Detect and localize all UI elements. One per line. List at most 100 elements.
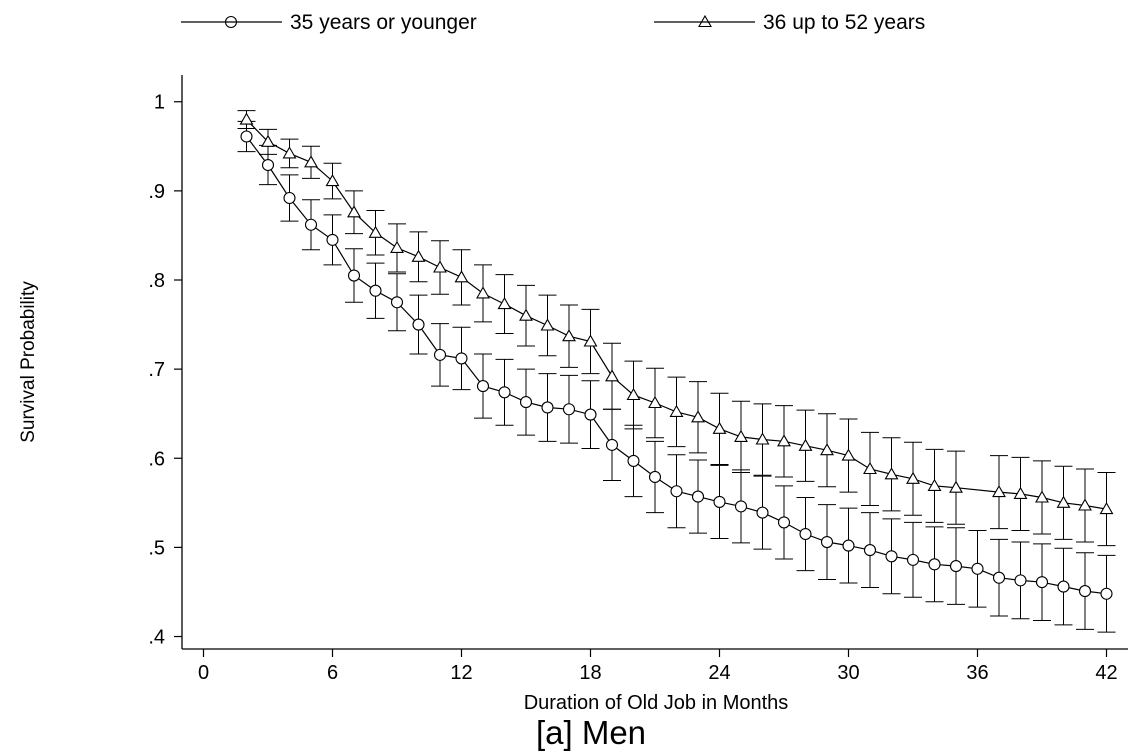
y-tick-label: 1 — [154, 92, 165, 114]
data-point — [369, 284, 382, 297]
data-point — [1099, 501, 1114, 515]
data-point — [325, 173, 340, 187]
data-point — [584, 408, 597, 421]
data-point — [433, 260, 447, 273]
legend-label-middle: 36 up to 52 years — [763, 11, 925, 34]
data-point — [691, 490, 705, 503]
data-point — [519, 308, 533, 321]
data-point — [498, 386, 511, 399]
data-point — [648, 395, 662, 409]
y-ticks: .4 .5 .6 .7 .8 .9 1 — [148, 92, 182, 649]
x-ticks: 0 6 12 18 24 30 36 42 — [198, 649, 1118, 684]
data-point — [261, 134, 275, 147]
data-point — [756, 506, 769, 519]
x-tick-label: 0 — [198, 662, 209, 684]
data-point — [562, 403, 576, 416]
x-tick-label: 12 — [450, 662, 472, 684]
y-tick-label: .4 — [148, 627, 165, 649]
data-point — [841, 448, 856, 461]
data-point — [927, 478, 942, 491]
legend-circle-marker-icon — [224, 15, 238, 29]
data-point — [971, 562, 984, 575]
data-point — [455, 352, 468, 365]
x-axis-label: Duration of Old Job in Months — [524, 692, 789, 714]
y-axis-label: Survival Probability — [18, 281, 39, 443]
x-tick-label: 42 — [1095, 662, 1117, 684]
data-point — [282, 146, 297, 159]
y-tick-label: .7 — [148, 359, 165, 381]
data-point — [433, 348, 447, 361]
data-point — [347, 269, 361, 282]
data-point — [1035, 490, 1049, 503]
x-tick-label: 24 — [708, 662, 730, 684]
data-point — [949, 480, 963, 493]
data-point — [906, 471, 920, 484]
y-tick-label: .6 — [148, 448, 165, 470]
data-point — [519, 396, 533, 409]
legend: 35 years or younger 36 up to 52 years — [181, 11, 925, 34]
series-2 — [237, 110, 1116, 547]
data-point — [799, 527, 812, 541]
x-tick-label: 18 — [579, 662, 601, 684]
data-point — [712, 421, 727, 434]
data-point — [1056, 495, 1071, 508]
data-point — [261, 158, 275, 172]
legend-triangle-marker-icon — [698, 14, 712, 28]
data-point — [540, 318, 555, 331]
x-tick-label: 30 — [837, 662, 859, 684]
data-point — [669, 404, 684, 417]
data-point — [755, 432, 770, 445]
data-point — [283, 191, 296, 205]
data-point — [992, 571, 1006, 584]
data-point — [777, 516, 791, 529]
data-point — [1078, 585, 1092, 598]
data-point — [734, 429, 748, 442]
data-point — [476, 380, 490, 393]
data-point — [713, 495, 726, 508]
y-tick-label: .5 — [148, 537, 165, 559]
series-line — [246, 119, 1107, 510]
data-point — [326, 233, 339, 246]
data-point — [863, 461, 877, 475]
data-point — [670, 485, 683, 498]
data-point — [347, 205, 361, 218]
data-point — [562, 329, 576, 342]
data-point — [240, 130, 253, 143]
x-tick-label: 36 — [966, 662, 988, 684]
data-point — [885, 550, 898, 563]
data-point — [928, 558, 941, 571]
data-point — [884, 467, 899, 480]
data-point — [583, 334, 598, 347]
data-point — [390, 240, 404, 253]
data-point — [239, 112, 254, 125]
data-point — [454, 270, 469, 283]
data-point — [992, 484, 1006, 498]
data-point — [497, 296, 512, 310]
data-point — [1013, 486, 1028, 499]
data-point — [1014, 574, 1027, 587]
data-point — [949, 560, 963, 573]
data-point — [863, 544, 877, 557]
data-point — [906, 553, 920, 566]
data-point — [777, 434, 791, 447]
plot-area — [237, 110, 1116, 633]
data-point — [1035, 576, 1049, 589]
data-point — [476, 286, 490, 299]
data-point — [304, 218, 318, 231]
data-point — [648, 470, 662, 484]
x-tick-label: 6 — [327, 662, 338, 684]
data-point — [798, 438, 813, 451]
data-point — [368, 225, 383, 238]
data-point — [691, 410, 705, 423]
data-point — [605, 438, 619, 451]
data-point — [820, 443, 834, 456]
data-point — [1078, 498, 1092, 511]
series-1 — [237, 120, 1116, 633]
data-point — [1057, 580, 1070, 593]
data-point — [390, 296, 404, 309]
data-point — [304, 155, 318, 168]
data-point — [820, 535, 834, 549]
data-point — [541, 401, 554, 414]
y-tick-label: .9 — [148, 181, 165, 203]
